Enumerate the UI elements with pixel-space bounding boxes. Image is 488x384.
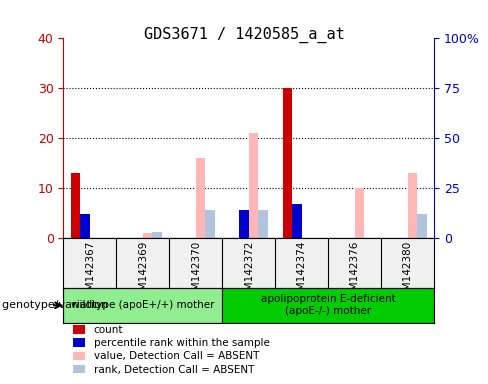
Bar [239,210,249,238]
Bar [63,288,223,323]
Text: GSM142369: GSM142369 [138,240,148,304]
Text: GSM142374: GSM142374 [297,240,307,304]
Text: GSM142376: GSM142376 [350,240,360,304]
Text: GSM142367: GSM142367 [85,240,95,304]
Bar [196,158,205,238]
Bar [71,173,81,238]
Bar [355,188,365,238]
Bar [205,210,215,238]
Text: GSM142380: GSM142380 [403,240,413,304]
Bar [152,232,162,238]
Bar [249,133,259,238]
Bar [143,233,152,238]
Bar [259,210,268,238]
Bar [408,173,417,238]
Text: GDS3671 / 1420585_a_at: GDS3671 / 1420585_a_at [143,27,345,43]
Legend: count, percentile rank within the sample, value, Detection Call = ABSENT, rank, : count, percentile rank within the sample… [69,321,274,379]
Text: GSM142370: GSM142370 [191,240,201,304]
Bar [417,214,427,238]
Bar [283,88,292,238]
Text: apolipoprotein E-deficient
(apoE-/-) mother: apolipoprotein E-deficient (apoE-/-) mot… [261,295,396,316]
Text: wildtype (apoE+/+) mother: wildtype (apoE+/+) mother [71,300,215,310]
Text: genotype/variation: genotype/variation [2,300,112,310]
Text: GSM142372: GSM142372 [244,240,254,304]
Bar [81,214,90,238]
Bar [223,288,434,323]
Bar [292,204,302,238]
